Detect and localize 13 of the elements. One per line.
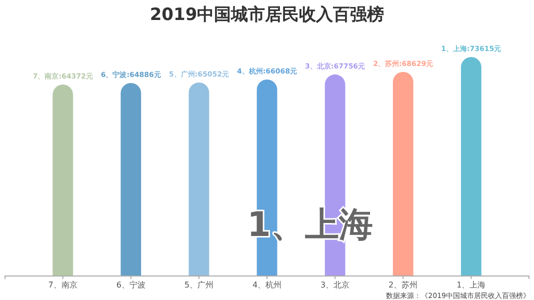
x-tick-label: 4、杭州 bbox=[252, 280, 282, 290]
bar bbox=[392, 72, 414, 276]
bar bbox=[52, 84, 74, 276]
chart-title: 2019中国城市居民收入百强榜 bbox=[150, 5, 384, 25]
x-tick-label: 7、南京 bbox=[48, 280, 78, 290]
x-tick-label: 3、北京 bbox=[320, 280, 350, 290]
x-tick-label: 1、上海 bbox=[456, 280, 486, 290]
bar bbox=[120, 82, 142, 276]
x-tick-label: 2、苏州 bbox=[388, 280, 418, 290]
bar bbox=[460, 57, 482, 276]
x-tick-label: 6、宁波 bbox=[116, 280, 146, 290]
x-tick-label: 5、广州 bbox=[184, 280, 214, 290]
bar bbox=[188, 82, 210, 276]
